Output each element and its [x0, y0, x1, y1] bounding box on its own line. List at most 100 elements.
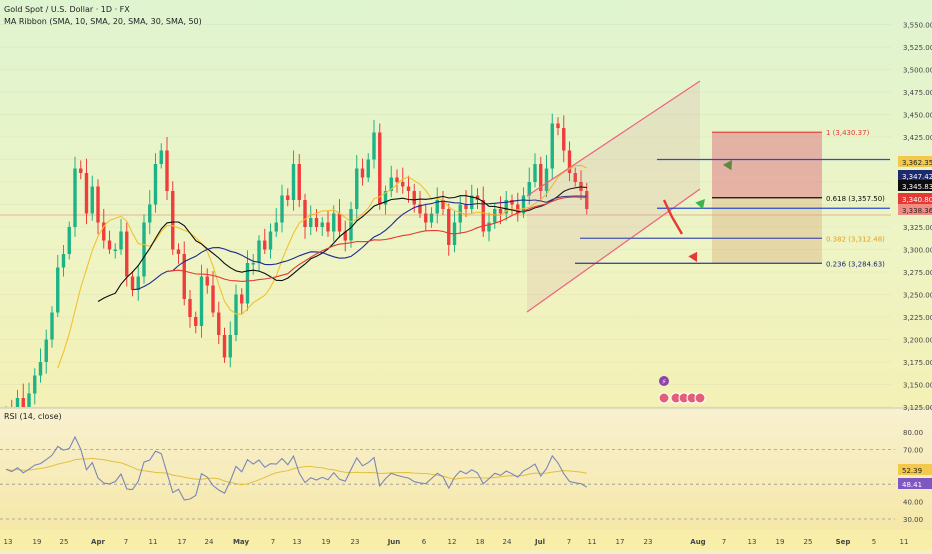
flag-marker: [658, 392, 670, 404]
price-label-text: 3,338.36: [902, 207, 932, 215]
candle-body: [556, 123, 560, 128]
rsi-label-text: 48.41: [902, 481, 922, 489]
candle-body: [182, 254, 186, 299]
candle-body: [148, 204, 152, 223]
rsi-background: [0, 408, 932, 530]
ma-line-10: [57, 164, 588, 369]
x-tick-label: 7: [124, 538, 128, 546]
x-tick-label: 24: [503, 538, 512, 546]
candle-body: [199, 276, 204, 326]
price-label-text: 3,345.83: [902, 183, 932, 191]
x-tick-label: 25: [60, 538, 69, 546]
candle-body: [96, 186, 100, 223]
candle-body: [573, 173, 577, 182]
candle-body: [113, 249, 117, 251]
event-marker: [659, 376, 669, 386]
candle-body: [562, 128, 566, 151]
candle-body: [337, 213, 342, 232]
candle-body: [102, 222, 106, 241]
x-tick-label: 7: [722, 538, 726, 546]
y-tick-label: 3,425.00: [903, 134, 932, 142]
candle-body: [309, 218, 313, 227]
price-label-box: [898, 180, 932, 191]
candle-body: [251, 263, 255, 265]
y-tick-label: 3,275.00: [903, 269, 932, 277]
candle-body: [176, 249, 181, 254]
candle-body: [73, 168, 77, 227]
candle-body: [257, 240, 261, 263]
candle-body: [533, 164, 537, 182]
x-tick-label: 23: [351, 538, 360, 546]
candle-body: [504, 200, 508, 214]
candle-body: [38, 362, 43, 376]
time-axis[interactable]: 13 19 25 Apr 7 11 17 24 May 7 13 19 23 Jun 6 12 18 24 Jul 7…: [4, 538, 909, 546]
price-label-box: [898, 204, 932, 215]
rsi-y-tick-label: 70.00: [903, 446, 923, 454]
candle-body: [268, 231, 273, 250]
price-axis[interactable]: 3,550.00 3,525.00 3,500.00 3,475.00 3,450.00…: [898, 22, 932, 413]
candle-body: [435, 200, 439, 214]
candle-body: [395, 177, 399, 182]
ma-line-30: [132, 195, 587, 291]
rsi-line: [5, 435, 588, 501]
x-tick-label: Jul: [534, 538, 545, 546]
candle-body: [493, 209, 497, 223]
bearish-arrow-head: [688, 251, 698, 262]
candle-body: [286, 195, 290, 200]
y-tick-label: 3,525.00: [903, 44, 932, 52]
candle-body: [585, 191, 589, 209]
channel-fill: [527, 81, 700, 312]
candle-body: [142, 222, 146, 277]
y-tick-label: 3,250.00: [903, 292, 932, 300]
candle-body: [429, 213, 434, 223]
candle-body: [366, 159, 370, 178]
candle-body: [418, 204, 422, 214]
fib-level-label: 1 (3,430.37): [826, 129, 870, 137]
candle-body: [130, 276, 135, 290]
candle-body: [498, 209, 503, 214]
candle-body: [314, 218, 319, 227]
x-tick-label: Sep: [836, 538, 851, 546]
x-tick-label: 17: [616, 538, 625, 546]
candle-body: [119, 231, 123, 250]
price-label-box: [898, 170, 932, 181]
y-tick-label: 3,150.00: [903, 382, 932, 390]
candle-body: [205, 276, 209, 286]
x-tick-label: May: [233, 538, 249, 546]
y-tick-label: 3,125.00: [903, 404, 932, 412]
candle-body: [280, 195, 284, 223]
candle-body: [153, 164, 158, 205]
fib-zone-lower: [712, 197, 822, 264]
symbol-title[interactable]: Gold Spot / U.S. Dollar · 1D · FX: [4, 5, 130, 14]
candle-body: [274, 222, 278, 232]
candle-body: [136, 276, 140, 290]
channel-upper-line: [526, 80, 701, 197]
candle-body: [107, 240, 112, 250]
price-pane[interactable]: 1 (3,430.37) 0.618 (3,357.50) 0.382 (3,312…: [0, 25, 891, 408]
indicator-legend[interactable]: MA Ribbon (SMA, 10, SMA, 20, SMA, 30, SM…: [4, 17, 202, 26]
candle-body: [211, 285, 215, 313]
candle-body: [412, 191, 416, 205]
candle-body: [228, 335, 232, 358]
rsi-y-tick-label: 80.00: [903, 429, 923, 437]
candle-body: [90, 186, 94, 214]
candle-body: [56, 267, 60, 313]
channel-lower-line: [526, 188, 701, 313]
candle-body: [360, 168, 365, 178]
x-tick-label: 11: [588, 538, 597, 546]
x-tick-label: 13: [4, 538, 13, 546]
rsi-y-tick-label: 30.00: [903, 516, 923, 524]
candle-body: [79, 168, 83, 173]
candle-body: [383, 191, 388, 205]
rsi-label-box: [898, 464, 932, 475]
x-tick-label: 19: [33, 538, 42, 546]
x-tick-label: 7: [567, 538, 571, 546]
candle-body: [510, 200, 514, 205]
fib-level-label: 0.382 (3,312.48): [826, 235, 885, 243]
candle-body: [516, 204, 520, 214]
candle-body: [527, 182, 531, 196]
x-tick-label: 18: [476, 538, 485, 546]
rsi-pane[interactable]: [0, 435, 895, 520]
